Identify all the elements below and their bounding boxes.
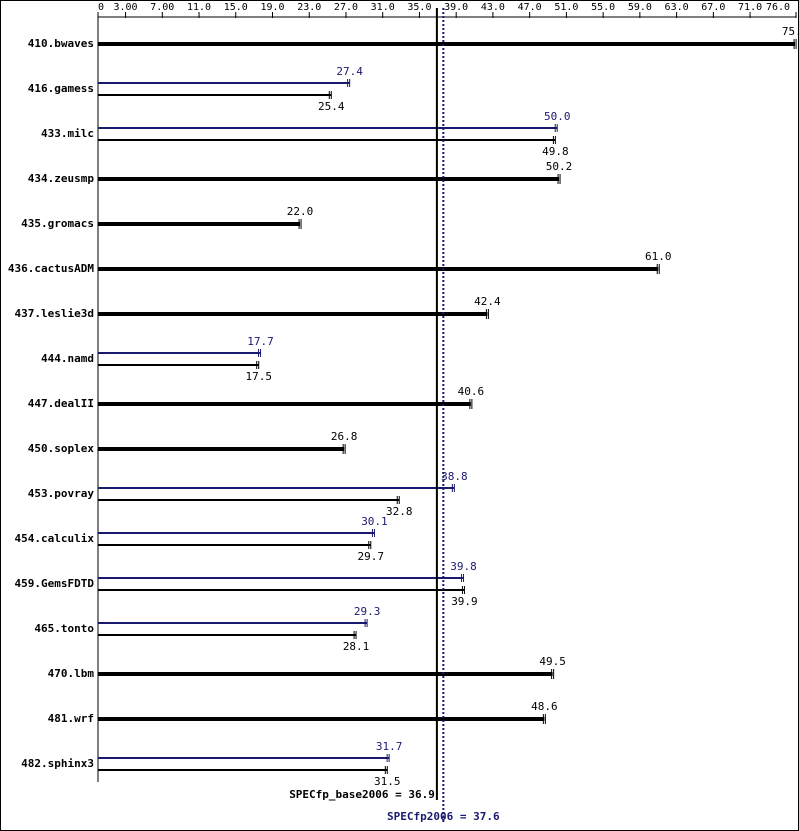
value-label: 29.3 xyxy=(354,605,381,618)
value-label: 28.1 xyxy=(343,640,370,653)
value-label: 29.7 xyxy=(358,550,385,563)
category-label: 416.gamess xyxy=(28,82,94,95)
category-label: 470.lbm xyxy=(48,667,95,680)
value-label: 50.2 xyxy=(546,160,573,173)
reference-label: SPECfp_base2006 = 36.9 xyxy=(289,788,435,801)
value-label: 40.6 xyxy=(458,385,485,398)
value-label: 49.8 xyxy=(542,145,569,158)
bar xyxy=(98,364,259,366)
x-tick-label: 63.0 xyxy=(665,2,689,13)
value-label: 17.5 xyxy=(245,370,272,383)
bar xyxy=(98,757,390,759)
x-tick-label: 31.0 xyxy=(371,2,395,13)
x-tick-label: 23.0 xyxy=(297,2,321,13)
value-label: 27.4 xyxy=(336,65,363,78)
bar xyxy=(98,622,368,624)
category-label: 454.calculix xyxy=(15,532,95,545)
x-tick-label: 43.0 xyxy=(481,2,505,13)
bar xyxy=(98,127,558,129)
category-label: 459.GemsFDTD xyxy=(15,577,95,590)
x-tick-label: 59.0 xyxy=(628,2,652,13)
bar xyxy=(98,769,388,771)
x-tick-label: 35.0 xyxy=(407,2,431,13)
bar xyxy=(98,352,261,354)
x-tick-label: 0 xyxy=(98,2,104,13)
value-label: 42.4 xyxy=(474,295,501,308)
bar xyxy=(98,717,545,721)
bar xyxy=(98,267,659,271)
x-tick-label: 76.0 xyxy=(766,2,790,13)
category-label: 433.milc xyxy=(41,127,94,140)
x-tick-label: 11.0 xyxy=(187,2,211,13)
bar xyxy=(98,499,400,501)
bar xyxy=(98,312,488,316)
value-label: 31.5 xyxy=(374,775,401,788)
bar xyxy=(98,634,357,636)
value-label: 39.9 xyxy=(451,595,478,608)
value-label: 22.0 xyxy=(287,205,314,218)
bar xyxy=(98,487,455,489)
bar xyxy=(98,42,796,46)
x-tick-label: 71.0 xyxy=(738,2,762,13)
category-label: 444.namd xyxy=(41,352,94,365)
value-label: 30.1 xyxy=(361,515,388,528)
bar xyxy=(98,532,375,534)
x-tick-label: 19.0 xyxy=(260,2,284,13)
value-label: 50.0 xyxy=(544,110,571,123)
value-label: 31.7 xyxy=(376,740,403,753)
bar xyxy=(98,94,332,96)
category-label: 447.dealII xyxy=(28,397,94,410)
value-label: 61.0 xyxy=(645,250,672,263)
bar xyxy=(98,222,301,226)
value-label: 32.8 xyxy=(386,505,413,518)
value-label: 26.8 xyxy=(331,430,358,443)
value-label: 49.5 xyxy=(539,655,566,668)
x-tick-label: 55.0 xyxy=(591,2,615,13)
bar xyxy=(98,672,553,676)
category-label: 465.tonto xyxy=(34,622,94,635)
x-tick-label: 27.0 xyxy=(334,2,358,13)
category-label: 437.leslie3d xyxy=(15,307,94,320)
category-label: 436.cactusADM xyxy=(8,262,94,275)
value-label: 25.4 xyxy=(318,100,345,113)
category-label: 410.bwaves xyxy=(28,37,94,50)
category-label: 481.wrf xyxy=(48,712,94,725)
x-tick-label: 15.0 xyxy=(224,2,248,13)
category-label: 434.zeusmp xyxy=(28,172,95,185)
bar xyxy=(98,82,350,84)
bar xyxy=(98,402,471,406)
bar xyxy=(98,447,345,451)
value-label: 39.8 xyxy=(450,560,477,573)
x-tick-label: 7.00 xyxy=(150,2,174,13)
x-tick-label: 51.0 xyxy=(554,2,578,13)
value-label: 48.6 xyxy=(531,700,558,713)
x-tick-label: 39.0 xyxy=(444,2,468,13)
bar xyxy=(98,544,371,546)
bar xyxy=(98,577,464,579)
x-tick-label: 67.0 xyxy=(701,2,725,13)
bar xyxy=(98,139,556,141)
bar xyxy=(98,589,465,591)
category-label: 450.soplex xyxy=(28,442,95,455)
bar xyxy=(98,177,560,181)
value-label: 75.9 xyxy=(782,25,799,38)
category-label: 453.povray xyxy=(28,487,95,500)
x-tick-label: 3.00 xyxy=(114,2,138,13)
value-label: 38.8 xyxy=(441,470,468,483)
value-label: 17.7 xyxy=(247,335,274,348)
reference-label: SPECfp2006 = 37.6 xyxy=(387,810,500,823)
category-label: 435.gromacs xyxy=(21,217,94,230)
x-tick-label: 47.0 xyxy=(518,2,542,13)
category-label: 482.sphinx3 xyxy=(21,757,94,770)
